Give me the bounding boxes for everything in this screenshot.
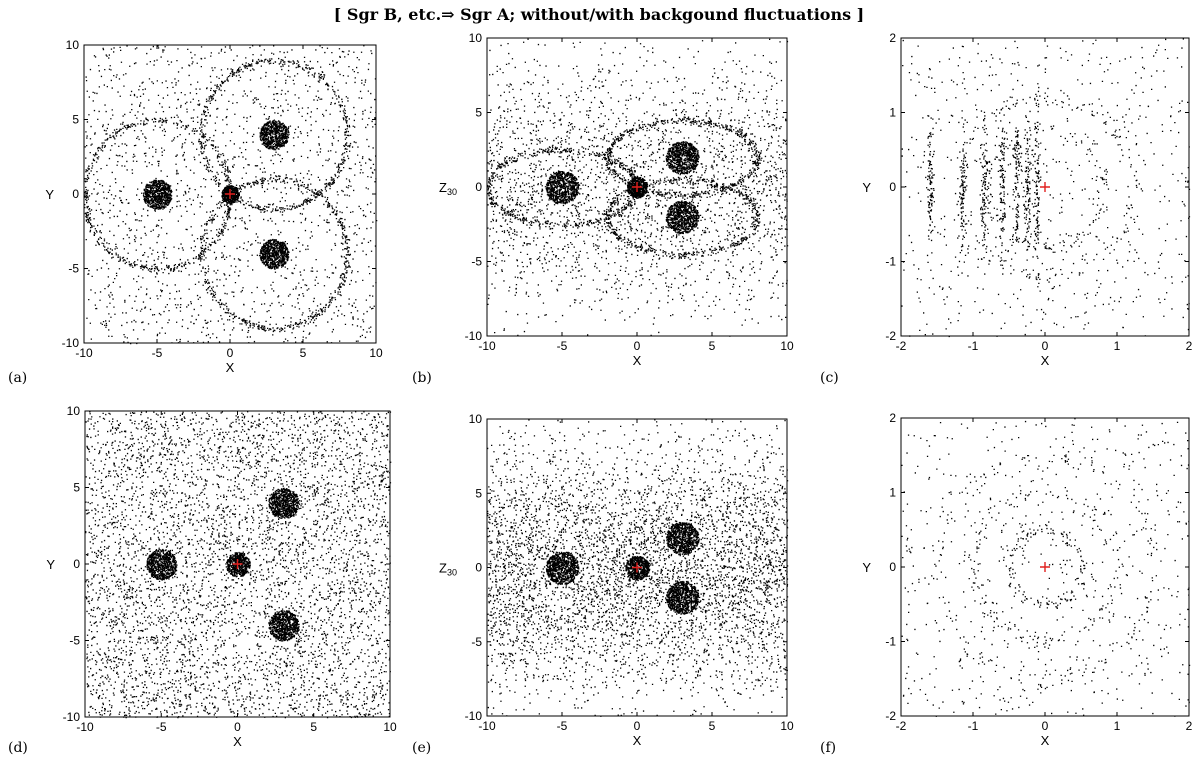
x-tick-label: -5 (557, 719, 568, 733)
x-tick-label: 5 (709, 339, 716, 353)
y-tick-label: 0 (889, 560, 896, 574)
y-tick-label: 2 (889, 411, 896, 425)
x-tick-label: 5 (709, 719, 716, 733)
y-tick-label: 5 (475, 486, 482, 500)
x-tick-label: 1 (1114, 339, 1121, 353)
panel-letter: (b) (412, 370, 432, 386)
x-tick-label: 1 (1114, 719, 1121, 733)
x-tick-label: 0 (634, 719, 641, 733)
x-tick-label: -10 (478, 719, 496, 733)
y-axis-label-subscript: 30 (447, 568, 457, 578)
x-tick-label: 10 (383, 720, 397, 734)
x-tick-label: -2 (896, 719, 907, 733)
y-tick-label: 10 (469, 412, 483, 426)
panel-letter: (f) (820, 740, 836, 756)
panel-f: -2 -1 0 1 2 -2 -1 0 1 2 X Y (f) (820, 411, 1193, 756)
y-tick-label: -1 (885, 635, 896, 649)
x-tick-label: 0 (1042, 339, 1049, 353)
x-tick-label: -5 (156, 720, 167, 734)
y-tick-label: -2 (885, 329, 896, 343)
y-tick-label: 0 (475, 180, 482, 194)
x-tick-label: 0 (1042, 719, 1049, 733)
x-axis-label: X (1041, 733, 1050, 748)
y-tick-label: 1 (889, 486, 896, 500)
y-tick-label: 0 (475, 561, 482, 575)
x-tick-label: 2 (1186, 719, 1193, 733)
center-marker (1040, 182, 1050, 192)
x-tick-label: 5 (300, 346, 307, 360)
x-tick-label: 10 (780, 719, 794, 733)
y-axis-label: Z30 (439, 561, 457, 578)
panel-letter: (c) (820, 370, 839, 386)
x-tick-label: 5 (310, 720, 317, 734)
y-tick-label: 1 (889, 106, 896, 120)
y-tick-label: 2 (889, 31, 896, 45)
x-tick-label: -2 (896, 339, 907, 353)
x-tick-label: 10 (780, 339, 794, 353)
x-tick-label: -5 (152, 346, 163, 360)
y-tick-label: -10 (62, 336, 80, 350)
x-axis-label: X (633, 353, 642, 368)
y-tick-label: -10 (465, 329, 483, 343)
panel-letter: (e) (412, 740, 431, 756)
x-tick-label: -1 (968, 719, 979, 733)
x-tick-label: 0 (227, 346, 234, 360)
x-tick-label: 0 (234, 720, 241, 734)
x-tick-label: -1 (968, 339, 979, 353)
y-axis-label-subscript: 30 (447, 187, 457, 197)
panel-a: -10 -5 0 5 10 -10 -5 0 5 10 X Y (a) (8, 38, 383, 386)
x-axis-label: X (233, 734, 242, 749)
x-tick-label: 2 (1186, 339, 1193, 353)
x-tick-label: 0 (634, 339, 641, 353)
panel-e: -10 -5 0 5 10 -10 -5 0 5 10 X Z30 (e) (412, 412, 794, 756)
x-axis-label: X (1041, 353, 1050, 368)
y-tick-label: -10 (63, 710, 81, 724)
y-axis-label: Y (862, 180, 871, 195)
x-tick-label: -10 (478, 339, 496, 353)
panel-letter: (d) (8, 740, 28, 756)
y-tick-label: -2 (885, 709, 896, 723)
center-marker (232, 559, 243, 569)
y-tick-label: -10 (465, 709, 483, 723)
y-tick-label: 10 (66, 38, 80, 52)
panel-c: -2 -1 0 1 2 -2 -1 0 1 2 X Y (c) (820, 31, 1193, 386)
x-tick-label: -5 (557, 339, 568, 353)
x-tick-label: 10 (369, 346, 383, 360)
y-tick-label: -5 (69, 634, 80, 648)
y-tick-label: 5 (73, 481, 80, 495)
y-tick-label: -1 (885, 255, 896, 269)
y-tick-label: 10 (67, 404, 81, 418)
y-axis-label: Y (862, 560, 871, 575)
x-tick-label: -10 (75, 346, 93, 360)
center-marker (225, 189, 235, 199)
center-marker (632, 182, 642, 192)
y-axis-label: Z30 (439, 180, 457, 197)
figure-title: [ Sgr B, etc.⇒ Sgr A; without/with backg… (334, 5, 864, 24)
x-axis-label: X (226, 360, 235, 375)
x-tick-label: -10 (76, 720, 94, 734)
scatter-points-3 (901, 38, 1191, 338)
y-tick-label: 5 (72, 113, 79, 127)
y-tick-label: -5 (471, 255, 482, 269)
panel-d: -10 -5 0 5 10 -10 -5 0 5 10 X Y (d) (8, 404, 397, 756)
y-tick-label: 0 (889, 180, 896, 194)
x-axis-label: X (633, 733, 642, 748)
y-tick-label: -5 (471, 635, 482, 649)
center-marker (1040, 562, 1050, 572)
y-axis-label: Y (46, 557, 55, 572)
y-tick-label: 10 (469, 31, 483, 45)
y-tick-label: 5 (475, 106, 482, 120)
y-tick-label: 0 (72, 187, 79, 201)
y-tick-label: 0 (73, 557, 80, 571)
panel-b: -10 -5 0 5 10 -10 -5 0 5 10 X Z30 (b) (412, 31, 794, 386)
y-tick-label: -5 (68, 262, 79, 276)
center-marker (632, 562, 642, 573)
y-axis-label: Y (45, 187, 54, 202)
panel-letter: (a) (8, 370, 27, 386)
